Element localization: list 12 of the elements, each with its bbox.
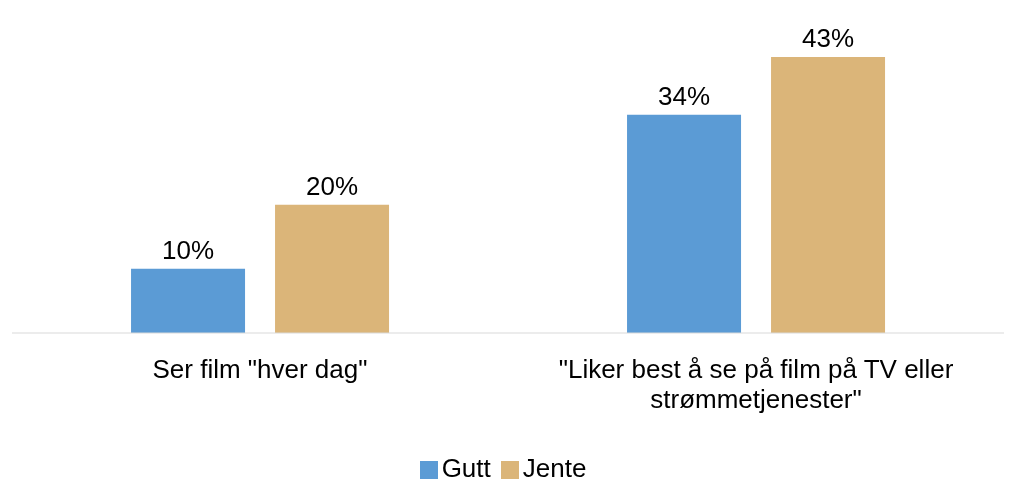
legend-label: Gutt [441,453,491,483]
data-label: 20% [306,170,359,201]
bar [275,204,390,333]
bar [131,268,246,333]
bar [771,57,886,333]
legend-label: Jente [522,453,587,483]
data-label: 43% [802,23,855,53]
data-label: 10% [162,234,215,265]
data-label: 34% [658,80,711,111]
bar [627,114,742,333]
x-tick-label: Ser film "hver dag" [152,354,368,385]
x-tick-label: "Liker best å se på film på TV eller strømmetjenester" [558,354,954,415]
